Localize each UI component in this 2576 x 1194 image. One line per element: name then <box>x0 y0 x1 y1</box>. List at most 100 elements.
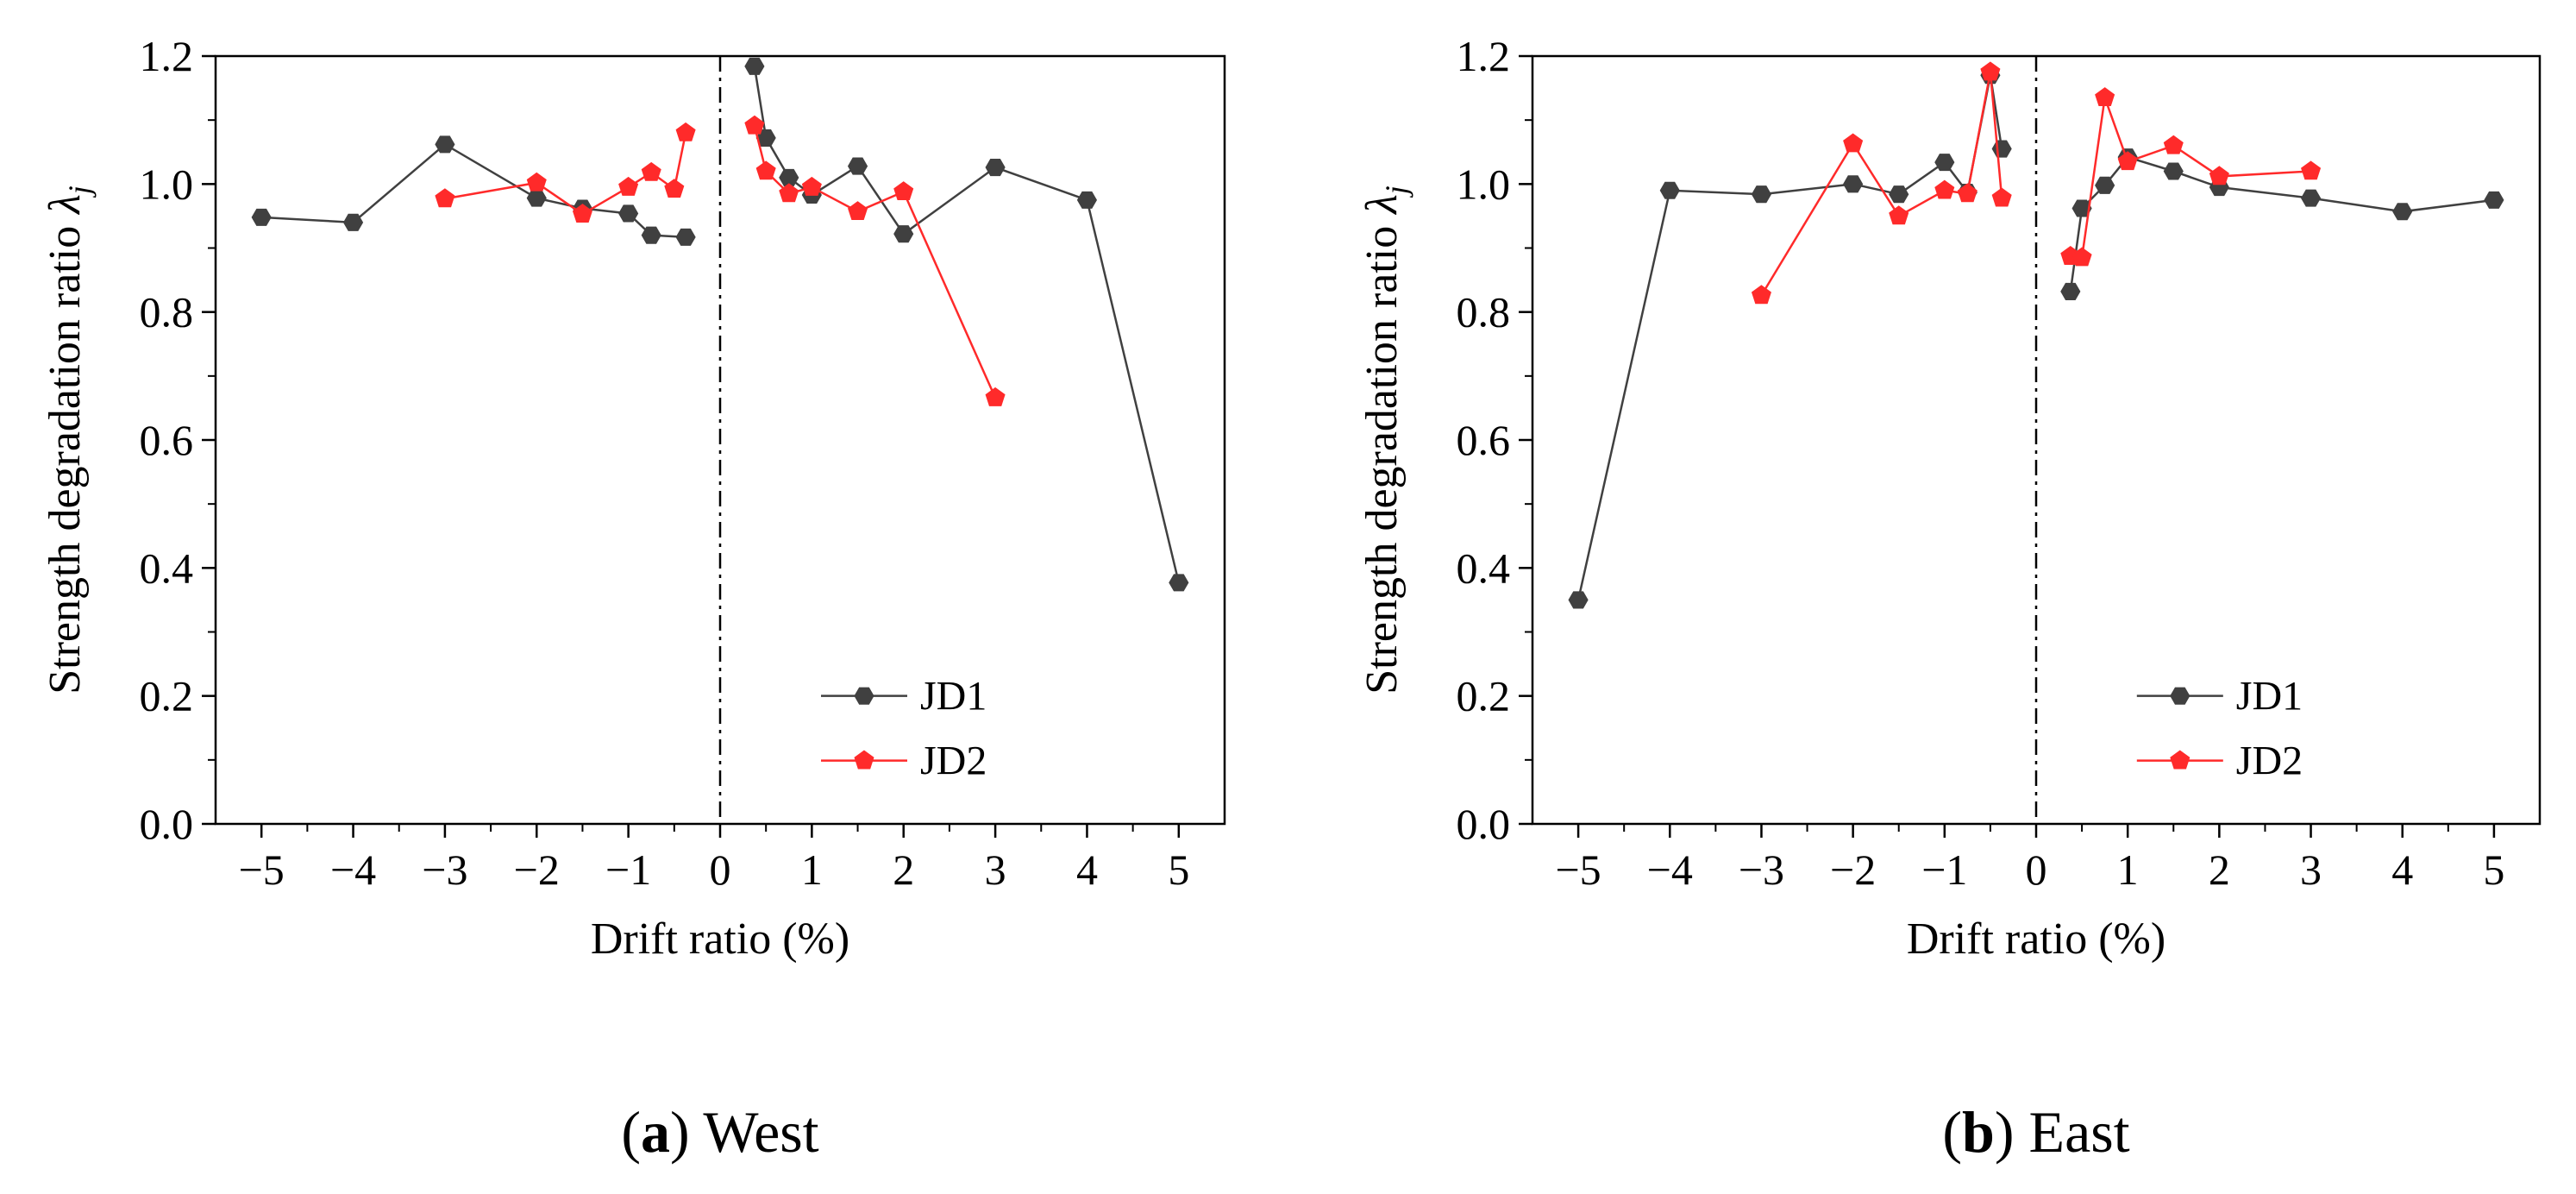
data-point-jd1 <box>618 204 639 223</box>
data-point-jd1 <box>2300 189 2322 207</box>
x-tick-label: −5 <box>239 845 285 894</box>
legend-marker-jd1 <box>2170 687 2191 705</box>
x-tick-label: 3 <box>985 845 1006 894</box>
data-point-jd2 <box>618 176 639 196</box>
x-tick-label: −5 <box>1555 845 1601 894</box>
data-point-jd1 <box>1659 181 1680 199</box>
data-point-jd1 <box>1076 191 1098 209</box>
legend-label-jd1: JD1 <box>920 674 987 720</box>
x-tick-label: −3 <box>422 845 467 894</box>
data-point-jd2 <box>1751 285 1771 305</box>
x-axis-label: Drift ratio (%) <box>591 914 849 964</box>
x-tick-label: 2 <box>2209 845 2230 894</box>
y-axis-label-symbol: λ <box>41 194 90 216</box>
data-point-jd1 <box>2392 203 2413 221</box>
series-line-jd1 <box>1576 75 2003 600</box>
data-point-jd1 <box>2095 176 2115 194</box>
x-tick-label: 4 <box>1076 845 1098 894</box>
data-point-jd2 <box>848 201 868 221</box>
caption-paren-close: ) <box>1995 1099 2029 1165</box>
data-point-jd1 <box>1568 591 1589 609</box>
data-point-jd2 <box>572 204 592 223</box>
data-point-jd2 <box>2095 87 2115 107</box>
data-point-jd1 <box>526 189 547 207</box>
y-tick-label: 0.4 <box>140 544 194 592</box>
y-tick-label: 1.2 <box>140 32 194 80</box>
caption-letter: a <box>641 1099 670 1165</box>
series-jd2 <box>1751 61 2322 305</box>
data-point-jd1 <box>1169 574 1189 592</box>
x-tick-label: −1 <box>605 845 651 894</box>
data-point-jd2 <box>675 122 696 141</box>
y-tick-label: 0.2 <box>1457 672 1511 720</box>
y-axis-label-subscript: j <box>1379 185 1413 198</box>
data-point-jd2 <box>1991 187 2012 207</box>
x-tick-label: 4 <box>2391 845 2413 894</box>
y-axis-label-subscript: j <box>62 185 97 198</box>
y-axis-label-text: Strength degradation ratio <box>41 226 90 694</box>
data-point-jd2 <box>526 172 547 192</box>
y-tick-label: 1.0 <box>1457 160 1511 208</box>
data-point-jd1 <box>2071 199 2092 217</box>
x-tick-label: −4 <box>1647 845 1693 894</box>
x-tick-label: −2 <box>514 845 560 894</box>
data-point-jd2 <box>893 181 914 201</box>
legend-label-jd2: JD2 <box>2236 738 2303 784</box>
x-tick-label: 0 <box>710 845 731 894</box>
series-line-jd2 <box>753 125 997 399</box>
data-point-jd1 <box>1751 185 1772 204</box>
legend-label-jd2: JD2 <box>920 738 987 784</box>
y-tick-label: 0.4 <box>1457 544 1511 592</box>
data-point-jd2 <box>755 160 776 180</box>
legend-marker-jd1 <box>854 687 874 705</box>
data-point-jd1 <box>1991 140 2012 158</box>
y-tick-label: 0.6 <box>1457 416 1511 464</box>
data-point-jd1 <box>847 157 868 175</box>
y-axis-label: Strength degradation ratio λj <box>41 185 97 694</box>
series-jd1 <box>251 57 1189 592</box>
data-point-jd2 <box>1843 133 1864 153</box>
x-tick-label: 1 <box>2117 845 2139 894</box>
series-jd2 <box>435 115 1006 406</box>
x-axis-label: Drift ratio (%) <box>1907 914 2165 964</box>
x-tick-label: −2 <box>1830 845 1876 894</box>
data-point-jd1 <box>985 159 1006 177</box>
y-tick-label: 0.8 <box>140 288 194 336</box>
panel-west: −5 −4 −3 −2 −1 0 1 2 3 4 5 0.0 0.2 0.4 0.6 0.8 1.0 1.2 Dri… <box>41 32 1226 1165</box>
x-tick-label: 2 <box>893 845 914 894</box>
data-point-jd2 <box>801 176 822 196</box>
caption-paren-open: ( <box>1942 1099 1962 1165</box>
caption-letter: b <box>1962 1099 1995 1165</box>
legend-label-jd1: JD1 <box>2236 674 2303 720</box>
x-tick-label: 0 <box>2026 845 2047 894</box>
data-point-jd1 <box>1934 154 1955 172</box>
x-tick-label: −4 <box>330 845 376 894</box>
x-tick-label: 5 <box>1168 845 1189 894</box>
data-point-jd2 <box>2301 160 2322 180</box>
data-point-jd1 <box>1889 185 1909 204</box>
y-tick-label: 1.0 <box>140 160 194 208</box>
data-point-jd1 <box>675 228 696 246</box>
data-point-jd2 <box>2163 135 2184 154</box>
data-point-jd1 <box>779 168 799 186</box>
data-point-jd2 <box>985 386 1006 406</box>
data-point-jd2 <box>1934 179 1955 199</box>
data-point-jd2 <box>664 179 685 198</box>
data-point-jd2 <box>1889 205 1909 225</box>
y-axis-label: Strength degradation ratio λj <box>1357 185 1413 694</box>
data-point-jd1 <box>2484 191 2504 209</box>
panel-caption: (a) West <box>621 1099 818 1165</box>
legend-marker-jd2 <box>2170 750 2191 770</box>
x-tick-label: 5 <box>2483 845 2504 894</box>
data-point-jd2 <box>641 161 661 181</box>
panel-caption: (b) East <box>1942 1099 2129 1165</box>
data-point-jd2 <box>779 183 799 203</box>
data-point-jd2 <box>2209 166 2229 185</box>
data-point-jd1 <box>893 225 914 243</box>
y-axis-label-text: Strength degradation ratio <box>1357 226 1407 694</box>
data-point-jd2 <box>2117 151 2138 171</box>
y-axis-label-symbol: λ <box>1357 194 1407 216</box>
x-tick-label: −1 <box>1921 845 1967 894</box>
